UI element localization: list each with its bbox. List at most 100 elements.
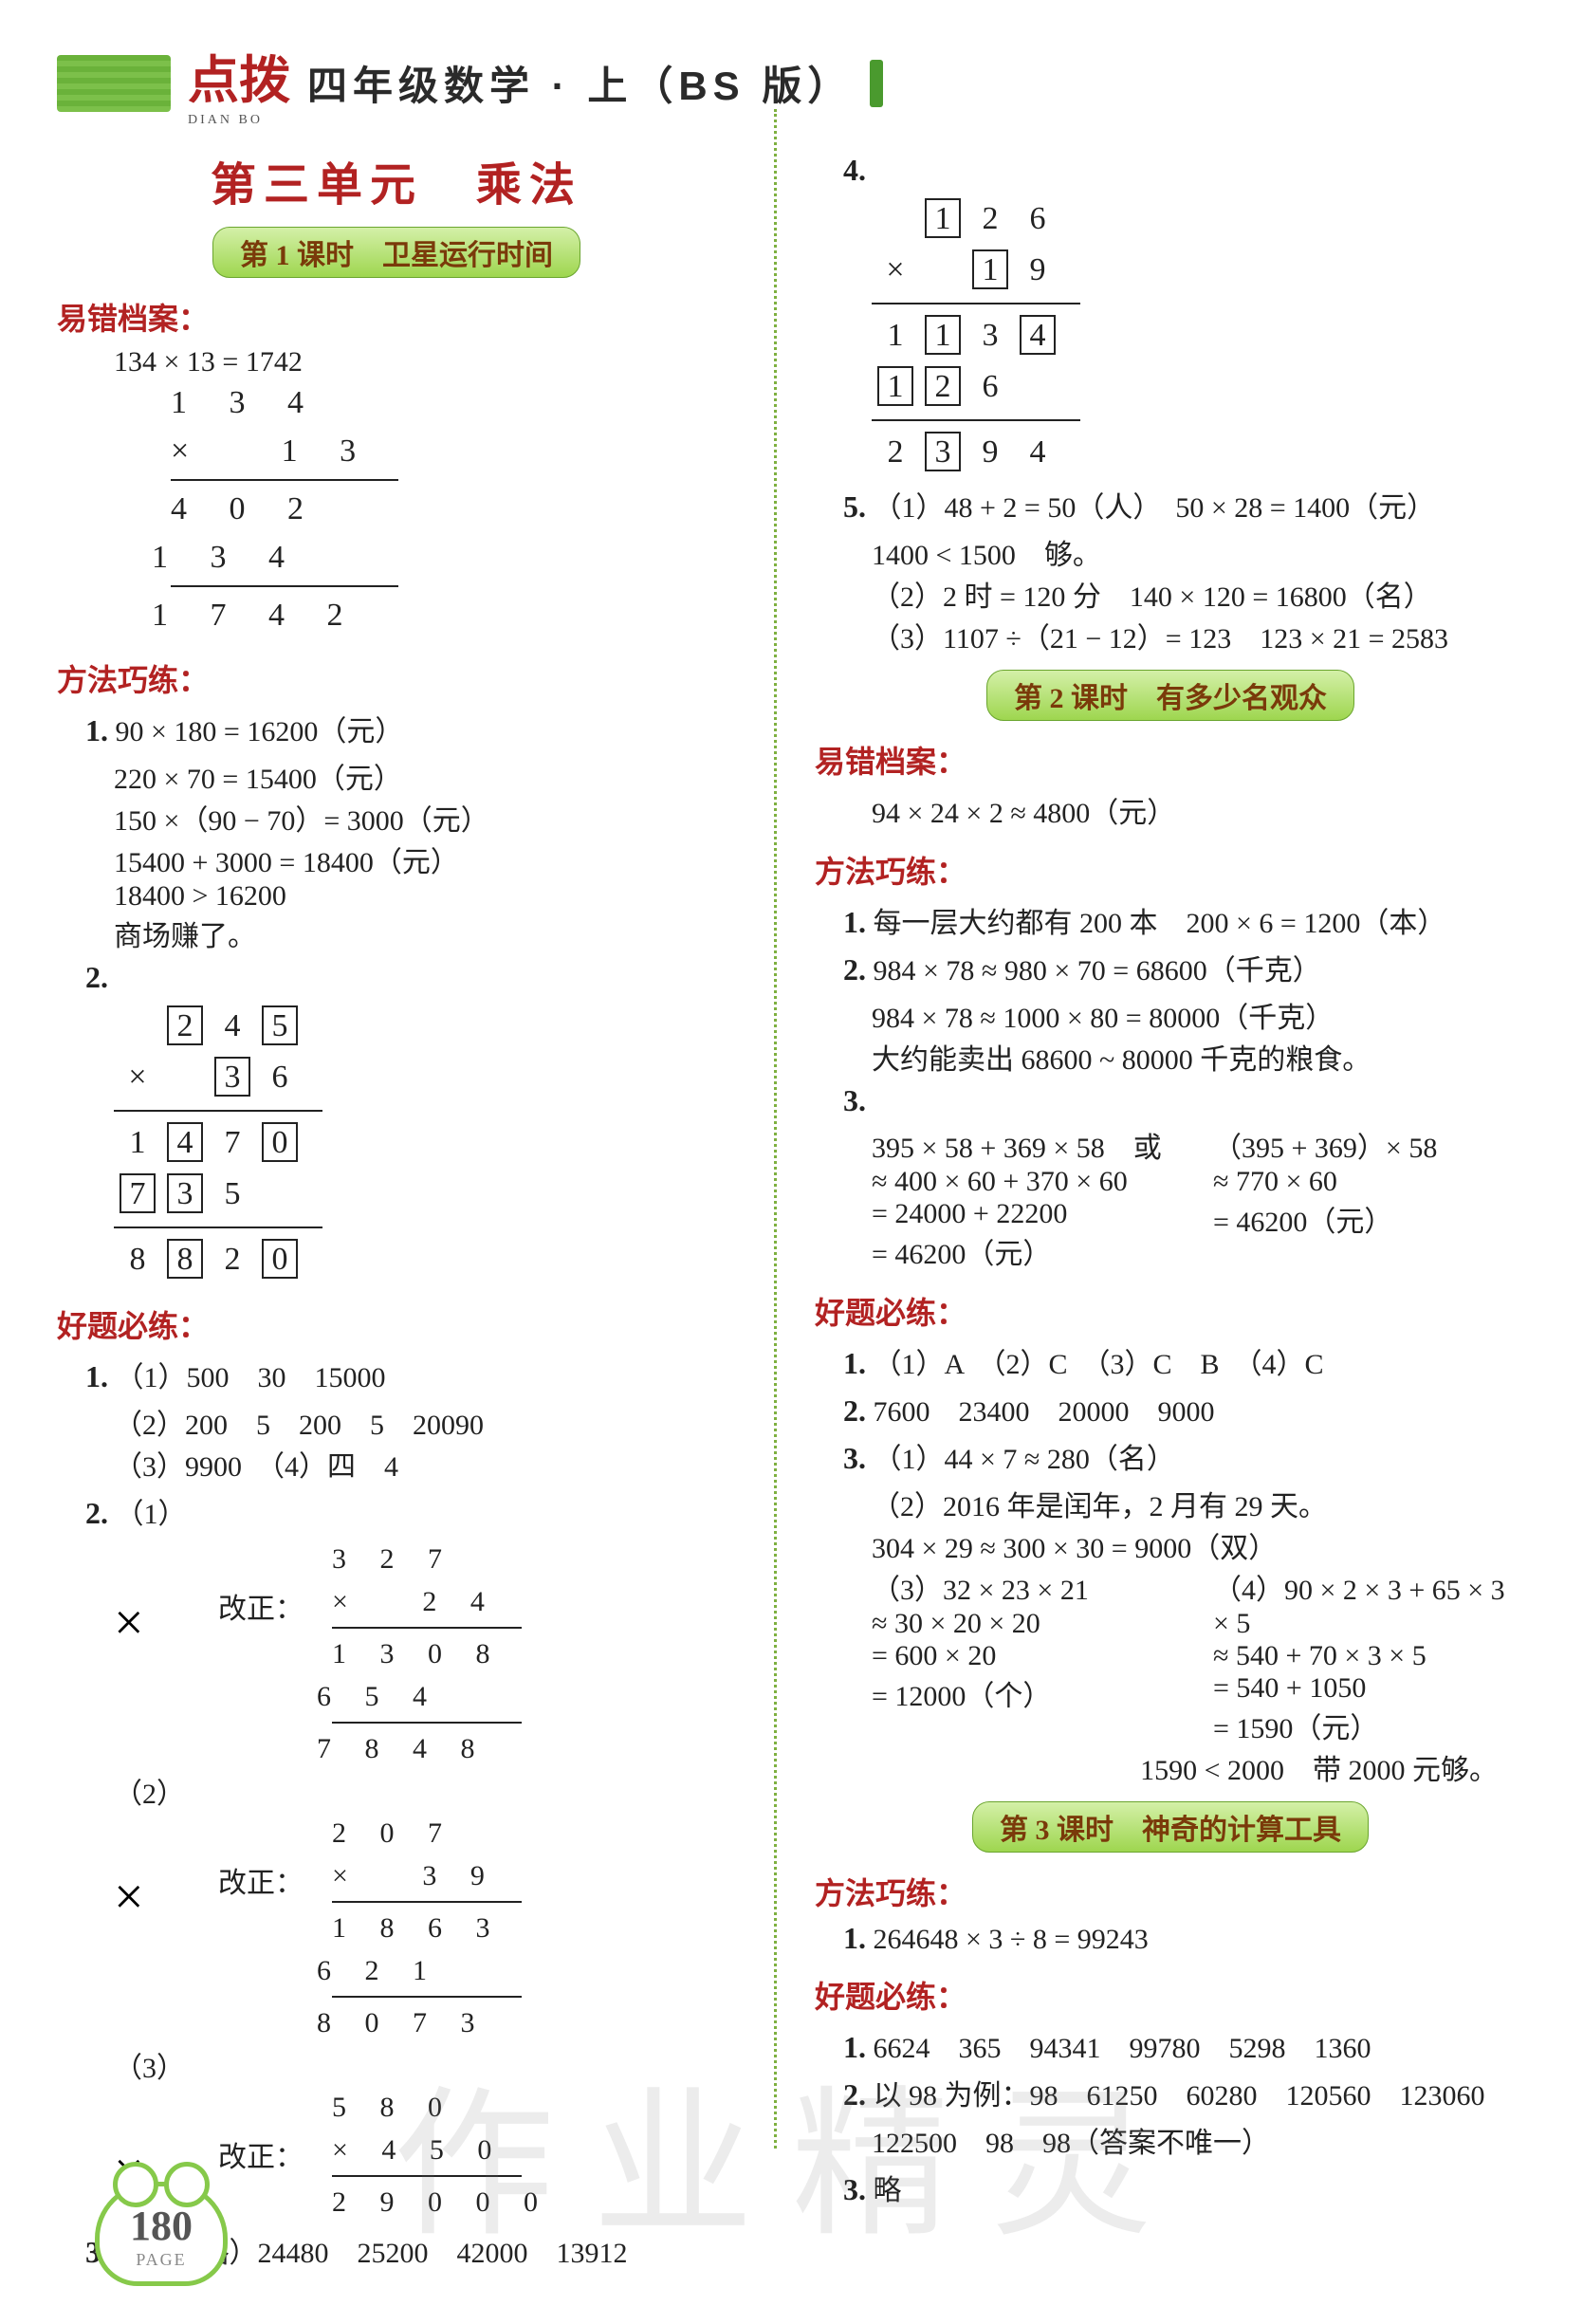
text: 395 × 58 + 369 × 58 或: [872, 1124, 1185, 1166]
text: 略: [874, 2175, 902, 2206]
item-5: 5.: [843, 489, 866, 524]
text: ≈ 400 × 60 + 370 × 60: [872, 1166, 1185, 1198]
unit-title: 第三单元 乘法: [57, 147, 736, 213]
sec-practice: 好题必练：: [815, 1973, 1526, 2017]
right-column: 4. 126×1911341262394 5. （1）48 + 2 = 50（人…: [815, 147, 1526, 2277]
item-1: 1.: [85, 713, 108, 747]
sec-mistakes: 易错档案：: [57, 295, 736, 339]
text: 以 98 为例：98 61250 60280 120560 123060: [874, 2080, 1485, 2112]
item-2: 2.: [843, 952, 866, 987]
sec-methods: 方法巧练：: [815, 1870, 1526, 1913]
text: （1）A （2）C （3）C B （4）C: [874, 1349, 1324, 1380]
text: （1）500 30 15000: [116, 1362, 386, 1393]
two-col-calc: 395 × 58 + 369 × 58 或 ≈ 400 × 60 + 370 ×…: [872, 1124, 1526, 1272]
text: （1）44 × 7 ≈ 280（名）: [874, 1444, 1175, 1475]
logo-sub: DIAN BO: [188, 113, 290, 128]
text: （2）2 时 = 120 分 140 × 120 = 16800（名）: [872, 573, 1526, 615]
lesson1-badge: 第 1 课时 卫星运行时间: [212, 227, 580, 278]
text: 150 ×（90 − 70）= 3000（元）: [114, 797, 736, 839]
item-1: 1.: [843, 905, 866, 939]
text: 264648 × 3 ÷ 8 = 99243: [874, 1924, 1149, 1955]
text: = 24000 + 22200: [872, 1198, 1185, 1230]
text: （395 + 369）× 58: [1213, 1124, 1526, 1166]
text: = 600 × 20: [872, 1640, 1185, 1672]
text: 每一层大约都有 200 本 200 × 6 = 1200（本）: [874, 908, 1446, 939]
text: 122500 98 98（答案不唯一）: [872, 2119, 1526, 2161]
vcalc-134x13: 1 3 4 × 1 3 4 0 2 1 3 4 1 7 4 2: [171, 378, 736, 639]
page-header: 点拨 DIAN BO 四年级数学 · 上（BS 版）: [57, 38, 1526, 128]
eq-134x13: 134 × 13 = 1742: [114, 346, 736, 378]
text: ≈ 30 × 20 × 20: [872, 1608, 1185, 1640]
decor-bar: [870, 60, 883, 107]
sub-label: （1）: [116, 1499, 187, 1530]
lesson2-badge: 第 2 课时 有多少名观众: [986, 670, 1354, 721]
header-title: 四年级数学 · 上（BS 版）: [307, 54, 853, 112]
text: 90 × 180 = 16200（元）: [116, 716, 404, 747]
sec-practice: 好题必练：: [57, 1302, 736, 1346]
text: 1400 < 1500 够。: [872, 531, 1526, 573]
logo-text: 点拨: [188, 38, 290, 113]
text: （4）90 × 2 × 3 + 65 × 3 × 5: [1213, 1566, 1526, 1640]
text: （3）1107 ÷（21 − 12）= 123 123 × 21 = 2583: [872, 615, 1526, 656]
item-1: 1.: [843, 1346, 866, 1380]
sec-practice: 好题必练：: [815, 1289, 1526, 1333]
lesson3-badge: 第 3 课时 神奇的计算工具: [972, 1801, 1369, 1853]
decor-block: [57, 55, 171, 112]
text: 304 × 29 ≈ 300 × 30 = 9000（双）: [872, 1524, 1526, 1566]
content-columns: 第三单元 乘法 第 1 课时 卫星运行时间 易错档案： 134 × 13 = 1…: [57, 147, 1526, 2277]
item-3: 3.: [843, 1441, 866, 1475]
calc-row: 1 3 4: [171, 378, 736, 427]
text: 15400 + 3000 = 18400（元）: [114, 839, 736, 880]
text: 984 × 78 ≈ 1000 × 80 = 80000（千克）: [872, 994, 1526, 1036]
text: 984 × 78 ≈ 980 × 70 = 68600（千克）: [874, 955, 1321, 987]
page-label: PAGE: [100, 2250, 223, 2270]
item-2: 2.: [85, 1496, 108, 1530]
page-number: 180: [100, 2202, 223, 2250]
correction-block: ×改正：3 2 7× 2 41 3 0 86 5 47 8 4 8: [114, 1538, 736, 1770]
item-2: 2.: [85, 960, 108, 994]
item-3: 3.: [843, 1083, 866, 1117]
text: （1）48 + 2 = 50（人） 50 × 28 = 1400（元）: [874, 492, 1436, 524]
text: 220 × 70 = 15400（元）: [114, 755, 736, 797]
text: 大约能卖出 68600 ~ 80000 千克的粮食。: [872, 1036, 1526, 1078]
logo: 点拨 DIAN BO: [188, 38, 290, 128]
text: （3）32 × 23 × 21: [872, 1566, 1185, 1608]
text: ≈ 540 + 70 × 3 × 5: [1213, 1640, 1526, 1672]
calc-row: 1 3 4: [152, 533, 736, 581]
boxed-calc-126x19: 126×1911341262394: [872, 194, 1526, 478]
sec-methods: 方法巧练：: [815, 848, 1526, 892]
item-3: 3.: [843, 2172, 866, 2206]
item-1: 1.: [843, 1921, 866, 1955]
text: = 540 + 1050: [1213, 1672, 1526, 1705]
left-column: 第三单元 乘法 第 1 课时 卫星运行时间 易错档案： 134 × 13 = 1…: [57, 147, 736, 2277]
page-number-badge: 180 PAGE: [95, 2182, 228, 2286]
text: 6624 365 94341 99780 5298 1360: [874, 2033, 1371, 2064]
text: 商场赚了。: [114, 913, 736, 954]
correction-block: ×改正：2 0 7× 3 91 8 6 36 2 18 0 7 3: [114, 1812, 736, 2044]
item-1: 1.: [85, 1359, 108, 1393]
sec-mistakes: 易错档案：: [815, 738, 1526, 782]
calc-row: 1 7 4 2: [152, 591, 736, 639]
text: （3）9900 （4）四 4: [114, 1443, 736, 1485]
item-4: 4.: [843, 153, 866, 187]
text: = 12000（个）: [872, 1672, 1185, 1714]
calc-row: 4 0 2: [171, 485, 736, 533]
item-2: 2.: [843, 1393, 866, 1428]
text: ≈ 770 × 60: [1213, 1166, 1526, 1198]
text: = 46200（元）: [1213, 1198, 1526, 1240]
item-1: 1.: [843, 2030, 866, 2064]
sub-label: （2）: [114, 1770, 736, 1812]
text: = 46200（元）: [872, 1230, 1185, 1272]
sec-methods: 方法巧练：: [57, 656, 736, 700]
column-divider: [774, 109, 777, 2149]
two-col-calc: （3）32 × 23 × 21 ≈ 30 × 20 × 20 = 600 × 2…: [872, 1566, 1526, 1746]
boxed-calc-245x36: 245×3614707358820: [114, 1001, 736, 1285]
calc-row: × 1 3: [171, 427, 736, 475]
text: （2）2016 年是闰年，2 月有 29 天。: [872, 1483, 1526, 1524]
item-2: 2.: [843, 2077, 866, 2112]
text: 1590 < 2000 带 2000 元够。: [815, 1746, 1498, 1788]
text: = 1590（元）: [1213, 1705, 1526, 1746]
sub-label: （3）: [114, 2044, 736, 2086]
text: 18400 > 16200: [114, 880, 736, 913]
text: （2）200 5 200 5 20090: [114, 1401, 736, 1443]
